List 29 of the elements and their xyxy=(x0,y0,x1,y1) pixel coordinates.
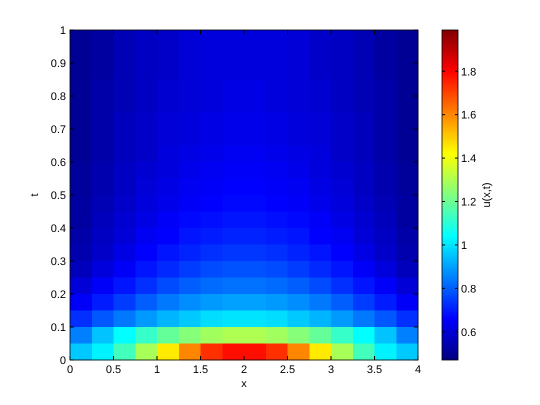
x-tick-label: 1 xyxy=(154,364,160,376)
x-tick-label: 0.5 xyxy=(106,364,122,376)
color-bar-label: 0.8 xyxy=(461,283,476,296)
color-bar-title: u(x,t) xyxy=(481,182,493,208)
y-tick-label: 0.5 xyxy=(50,190,66,202)
y-tick-label: 0.4 xyxy=(50,223,66,235)
x-tick-label: 2.5 xyxy=(280,364,296,376)
y-tick-label: 0.3 xyxy=(50,256,66,268)
y-axis-title: t xyxy=(29,193,41,197)
x-tick-label: 3.5 xyxy=(366,364,382,376)
color-bar-label: 0.6 xyxy=(461,326,476,339)
color-bar-label: 1.2 xyxy=(461,196,476,209)
x-axis-title: x xyxy=(241,378,248,390)
x-tick-label: 3 xyxy=(328,364,334,376)
color-bar-label: 1.4 xyxy=(461,153,476,166)
y-tick-label: 0.8 xyxy=(50,91,66,103)
color-bar-label: 1.6 xyxy=(461,110,476,122)
y-tick-label: 0 xyxy=(60,355,66,367)
y-tick-label: 0.9 xyxy=(50,58,66,70)
y-tick-label: 0.1 xyxy=(50,322,66,334)
y-tick-label: 0.7 xyxy=(50,124,66,136)
x-tick-label: 2 xyxy=(240,364,248,376)
y-tick-label: 1 xyxy=(60,25,66,37)
x-tick-label: 4 xyxy=(414,364,422,376)
y-tick-label: 0.6 xyxy=(50,157,66,169)
x-tick-label: 1.5 xyxy=(192,364,208,376)
y-tick-label: 0.2 xyxy=(50,289,66,301)
color-bar-label: 1.8 xyxy=(461,66,476,78)
color-bar-label: 1 xyxy=(461,240,468,252)
